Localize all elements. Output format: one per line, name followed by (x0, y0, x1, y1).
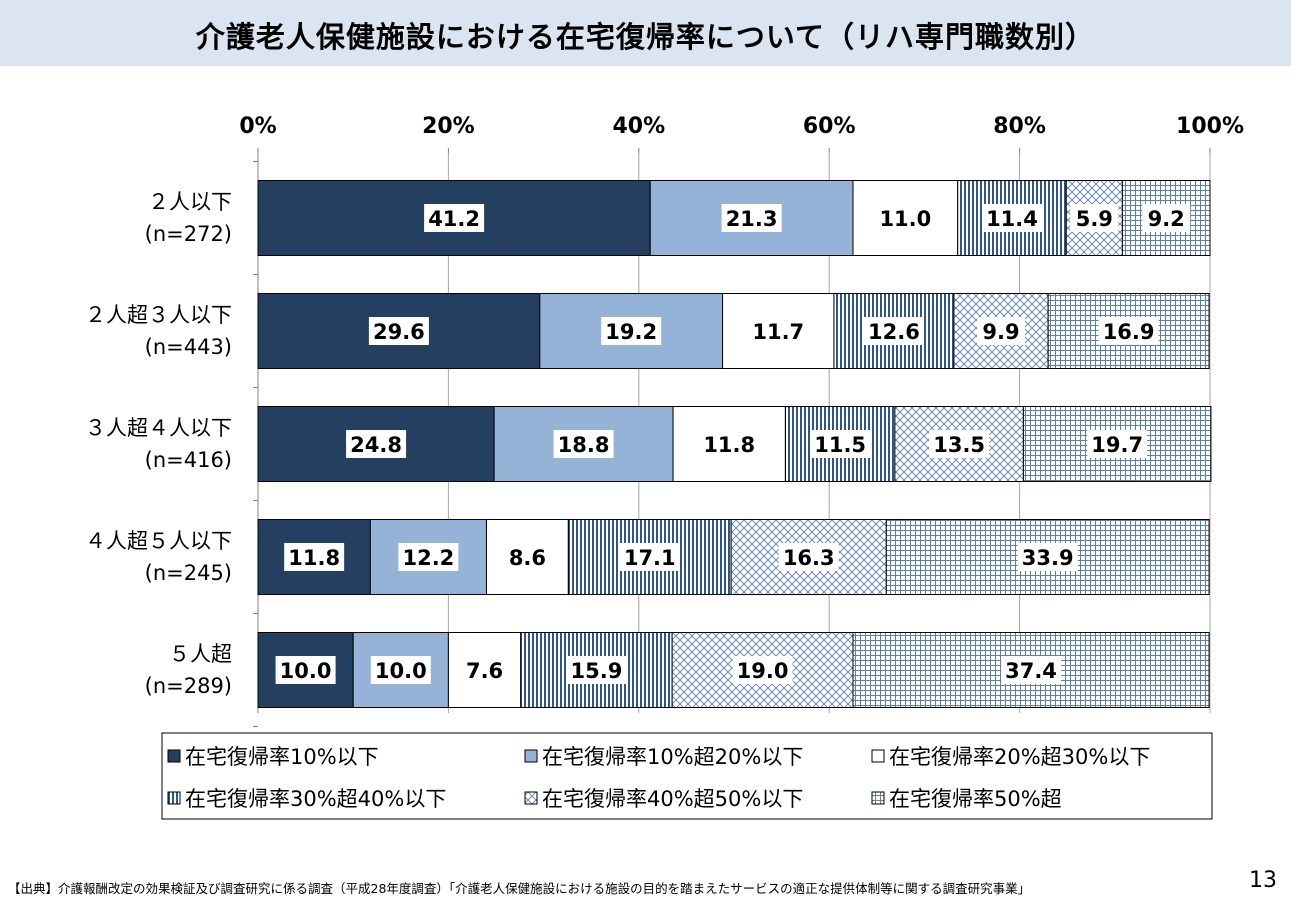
data-label: 13.5 (933, 433, 985, 457)
data-label: 11.8 (288, 546, 340, 570)
category-label: ４人超５人以下 (85, 529, 232, 553)
data-label-background (284, 543, 345, 571)
category-label: ２人以下 (148, 190, 232, 214)
data-label-background (778, 543, 839, 571)
legend-label: 在宅復帰率50%超 (889, 787, 1062, 811)
bar-segment (1047, 293, 1210, 369)
data-label: 7.6 (466, 659, 503, 683)
data-label-background (370, 656, 431, 684)
category-sample-size: (n=416) (145, 448, 232, 472)
data-label: 9.2 (1148, 207, 1185, 231)
data-label-background (346, 430, 407, 458)
x-tick-label: 0% (239, 114, 276, 139)
legend-label: 在宅復帰率20%超30%以下 (889, 745, 1150, 769)
data-label-background (929, 430, 990, 458)
data-label: 41.2 (428, 207, 480, 231)
legend-swatch (524, 749, 538, 763)
data-label-background (275, 656, 336, 684)
legend-swatch (167, 749, 181, 763)
source-note: 【出典】介護報酬改定の効果検証及び調査研究に係る調査（平成28年度調査）「介護老… (8, 881, 1031, 896)
data-label: 33.9 (1022, 546, 1074, 570)
x-tick-label: 20% (422, 114, 475, 139)
data-label: 37.4 (1005, 659, 1057, 683)
data-label: 16.9 (1103, 320, 1155, 344)
data-label-background (553, 430, 614, 458)
data-label: 21.3 (726, 207, 778, 231)
data-label: 15.9 (571, 659, 623, 683)
x-tick-label: 60% (803, 114, 856, 139)
data-label: 17.1 (624, 546, 676, 570)
data-label: 11.4 (986, 207, 1038, 231)
x-tick-label: 40% (612, 114, 665, 139)
legend-box (161, 732, 1213, 820)
legend-swatch (871, 749, 885, 763)
bar-segment (672, 406, 786, 482)
stacked-bar-chart: 0% 20% 40% 60% 80% 100% ２人以下 (n=272) 41.2 21.3 11.… (85, 114, 1244, 820)
data-label-background (863, 317, 924, 345)
data-label-background (732, 656, 793, 684)
page-number: 13 (1249, 868, 1277, 893)
data-label-background (1017, 543, 1078, 571)
data-label-background (601, 317, 662, 345)
data-label: 5.9 (1076, 207, 1113, 231)
data-label-background (721, 204, 782, 232)
category-label: ３人超４人以下 (85, 416, 232, 440)
category-sample-size: (n=443) (145, 335, 232, 359)
data-label-background (1001, 656, 1062, 684)
legend-label: 在宅復帰率30%超40%以下 (185, 787, 446, 811)
data-label: 9.9 (982, 320, 1019, 344)
data-label: 12.6 (868, 320, 920, 344)
legend-label: 在宅復帰率40%超50%以下 (542, 787, 803, 811)
legend-swatch (871, 791, 885, 805)
x-tick-label: 80% (993, 114, 1046, 139)
data-label: 12.2 (402, 546, 454, 570)
legend-label: 在宅復帰率10%超20%以下 (542, 745, 803, 769)
data-label: 18.8 (558, 433, 610, 457)
data-label-background (619, 543, 680, 571)
data-label-background (1142, 204, 1191, 232)
category-sample-size: (n=245) (145, 561, 232, 585)
data-label-background (566, 656, 627, 684)
data-label: 16.3 (783, 546, 835, 570)
data-label: 11.5 (814, 433, 866, 457)
data-label: 11.7 (752, 320, 804, 344)
data-label-background (1087, 430, 1148, 458)
data-label-background (1070, 204, 1119, 232)
bar-segment (447, 632, 522, 708)
data-label: 19.7 (1091, 433, 1143, 457)
category-sample-size: (n=289) (145, 674, 232, 698)
data-label: 24.8 (350, 433, 402, 457)
data-label-background (981, 204, 1042, 232)
data-label: 10.0 (280, 659, 332, 683)
category-label: ２人超３人以下 (85, 303, 232, 327)
data-label-background (810, 430, 871, 458)
data-label: 11.0 (879, 207, 931, 231)
category-sample-size: (n=272) (145, 222, 232, 246)
legend-swatch (167, 791, 181, 805)
bar-segment (485, 519, 569, 595)
data-label-background (368, 317, 429, 345)
data-label: 29.6 (373, 320, 425, 344)
data-label: 10.0 (375, 659, 427, 683)
data-label-background (424, 204, 485, 232)
data-label: 8.6 (509, 546, 546, 570)
data-label: 19.0 (737, 659, 789, 683)
title-band (0, 0, 1291, 66)
data-label-background (398, 543, 459, 571)
category-label: ５人超 (169, 642, 232, 666)
x-tick-label: 100% (1176, 114, 1244, 139)
bar-segment (852, 180, 959, 256)
legend-swatch (524, 791, 538, 805)
data-label-background (1098, 317, 1159, 345)
page-title: 介護老人保健施設における在宅復帰率について（リハ専門職数別） (195, 20, 1096, 54)
data-label: 11.8 (703, 433, 755, 457)
data-label: 19.2 (605, 320, 657, 344)
bar-segment (722, 293, 835, 369)
data-label-background (977, 317, 1026, 345)
legend-label: 在宅復帰率10%以下 (185, 745, 379, 769)
